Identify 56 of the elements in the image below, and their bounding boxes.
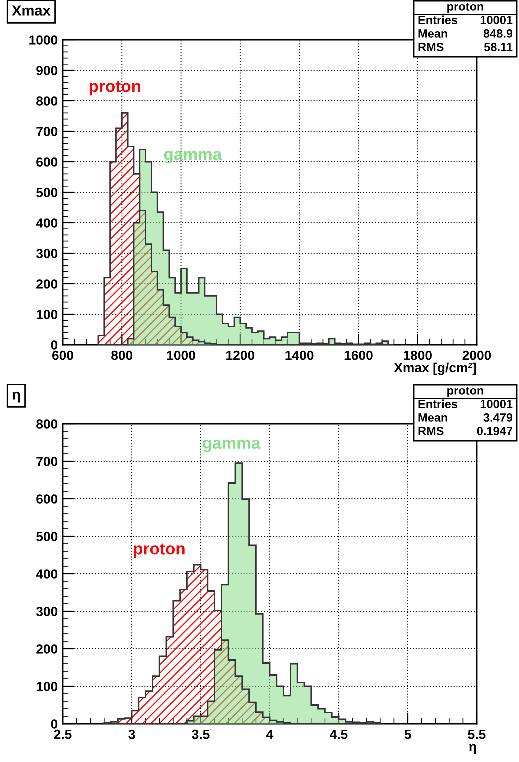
y-tick-label: 400 [36, 570, 58, 579]
text: Mean [418, 30, 448, 38]
annotation: RMS [418, 43, 444, 52]
y-tick-label: 800 [36, 96, 58, 106]
series-label: gamma [203, 440, 261, 452]
chart-title: η [12, 392, 20, 403]
y-tick-label: 300 [36, 607, 58, 616]
x-tick-label: 2000 [462, 350, 492, 360]
x-tick-label: 5.5 [468, 730, 486, 740]
y-tick-label: 600 [36, 494, 58, 504]
x-axis-title: Xmax [g/cm²] [394, 362, 476, 376]
x-tick-label: 1600 [344, 350, 373, 360]
series-label: gamma [164, 151, 222, 164]
text: 10001 [480, 400, 513, 408]
y-tick-label: 400 [36, 218, 58, 228]
x-tick-label: 4 [266, 730, 274, 740]
text: 10001 [480, 16, 513, 24]
text: Entries [418, 16, 458, 24]
y-tick-label: 700 [36, 127, 58, 136]
text: 0.1947 [477, 427, 512, 436]
y-tick-label: 0 [51, 340, 58, 350]
text: 58.11 [484, 43, 513, 52]
y-tick-label: 500 [36, 188, 58, 198]
x-tick-label: 4.5 [330, 730, 348, 740]
text: 848.9 [484, 30, 513, 38]
y-tick-label: 800 [36, 420, 58, 429]
x-tick-label: 2.5 [54, 730, 72, 740]
y-tick-label: 1000 [30, 36, 58, 45]
y-tick-label: 200 [36, 644, 58, 654]
text: proton [448, 3, 484, 14]
y-tick-label: 200 [36, 280, 58, 289]
x-tick-label: 5 [404, 730, 412, 740]
x-tick-label: 800 [112, 350, 133, 360]
y-tick-label: 0 [51, 720, 58, 729]
text: Mean [418, 414, 448, 422]
y-tick-label: 900 [36, 66, 58, 76]
annotation: RMS [418, 427, 444, 436]
text: 3.479 [484, 414, 513, 422]
x-axis-title: η [470, 744, 476, 754]
text: Entries [418, 400, 458, 408]
y-tick-label: 300 [36, 249, 58, 258]
x-tick-label: 1200 [226, 350, 255, 360]
x-tick-label: 3 [128, 730, 136, 740]
series-label: proton [90, 81, 141, 96]
y-tick-label: 700 [36, 457, 58, 466]
x-tick-label: 1800 [404, 350, 432, 360]
y-tick-label: 500 [36, 532, 58, 542]
y-tick-label: 600 [36, 158, 58, 167]
x-tick-label: 1000 [167, 350, 196, 360]
x-tick-label: 1400 [286, 350, 314, 360]
y-tick-label: 100 [36, 310, 58, 320]
series-label: proton [134, 544, 185, 558]
x-tick-label: 3.5 [192, 730, 210, 740]
text: proton [448, 387, 484, 398]
y-tick-label: 100 [36, 682, 58, 692]
chart-title: Xmax [12, 6, 51, 16]
